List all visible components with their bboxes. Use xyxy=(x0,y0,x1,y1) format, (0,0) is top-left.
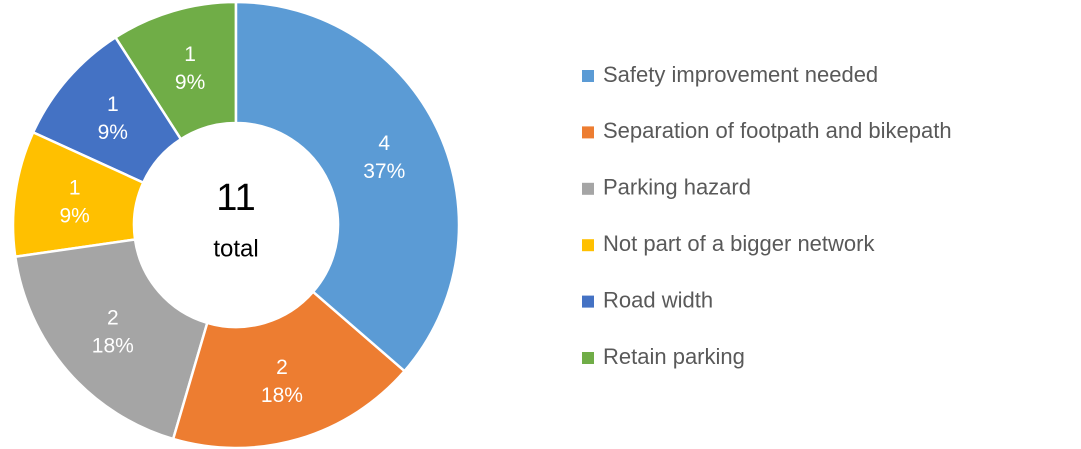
slice-label: 2 xyxy=(107,306,119,329)
slice xyxy=(171,290,407,449)
legend-swatch xyxy=(582,352,594,364)
legend-label: Road width xyxy=(603,287,713,312)
slice-label: 9% xyxy=(175,71,205,94)
slice-label: 1 xyxy=(107,93,119,116)
legend-label: Retain parking xyxy=(603,344,745,369)
slice-label: 9% xyxy=(98,121,128,144)
slice xyxy=(234,0,461,373)
legend-swatch xyxy=(582,182,594,195)
legend-label: Not part of a bigger network xyxy=(603,231,875,256)
legend-swatch xyxy=(582,295,594,308)
slice-label: 2 xyxy=(276,356,288,379)
slice-label: 1 xyxy=(184,43,196,66)
legend-label: Parking hazard xyxy=(603,175,751,200)
slice-label: 9% xyxy=(59,204,89,227)
legend-label: Safety improvement needed xyxy=(603,62,878,87)
slice-label: 4 xyxy=(378,132,390,155)
slice-label: 37% xyxy=(363,160,405,183)
legend-swatch xyxy=(582,70,594,82)
slice xyxy=(31,35,183,185)
slice xyxy=(11,130,145,259)
slice-label: 18% xyxy=(261,384,303,407)
slice xyxy=(13,238,209,441)
total-value: 11 xyxy=(216,177,255,219)
total-label: total xyxy=(213,235,258,262)
legend-label: Separation of footpath and bikepath xyxy=(603,118,952,143)
slice-label: 18% xyxy=(92,334,134,357)
slice-label: 1 xyxy=(69,176,81,199)
legend-swatch xyxy=(582,239,594,252)
legend-swatch xyxy=(582,126,594,139)
